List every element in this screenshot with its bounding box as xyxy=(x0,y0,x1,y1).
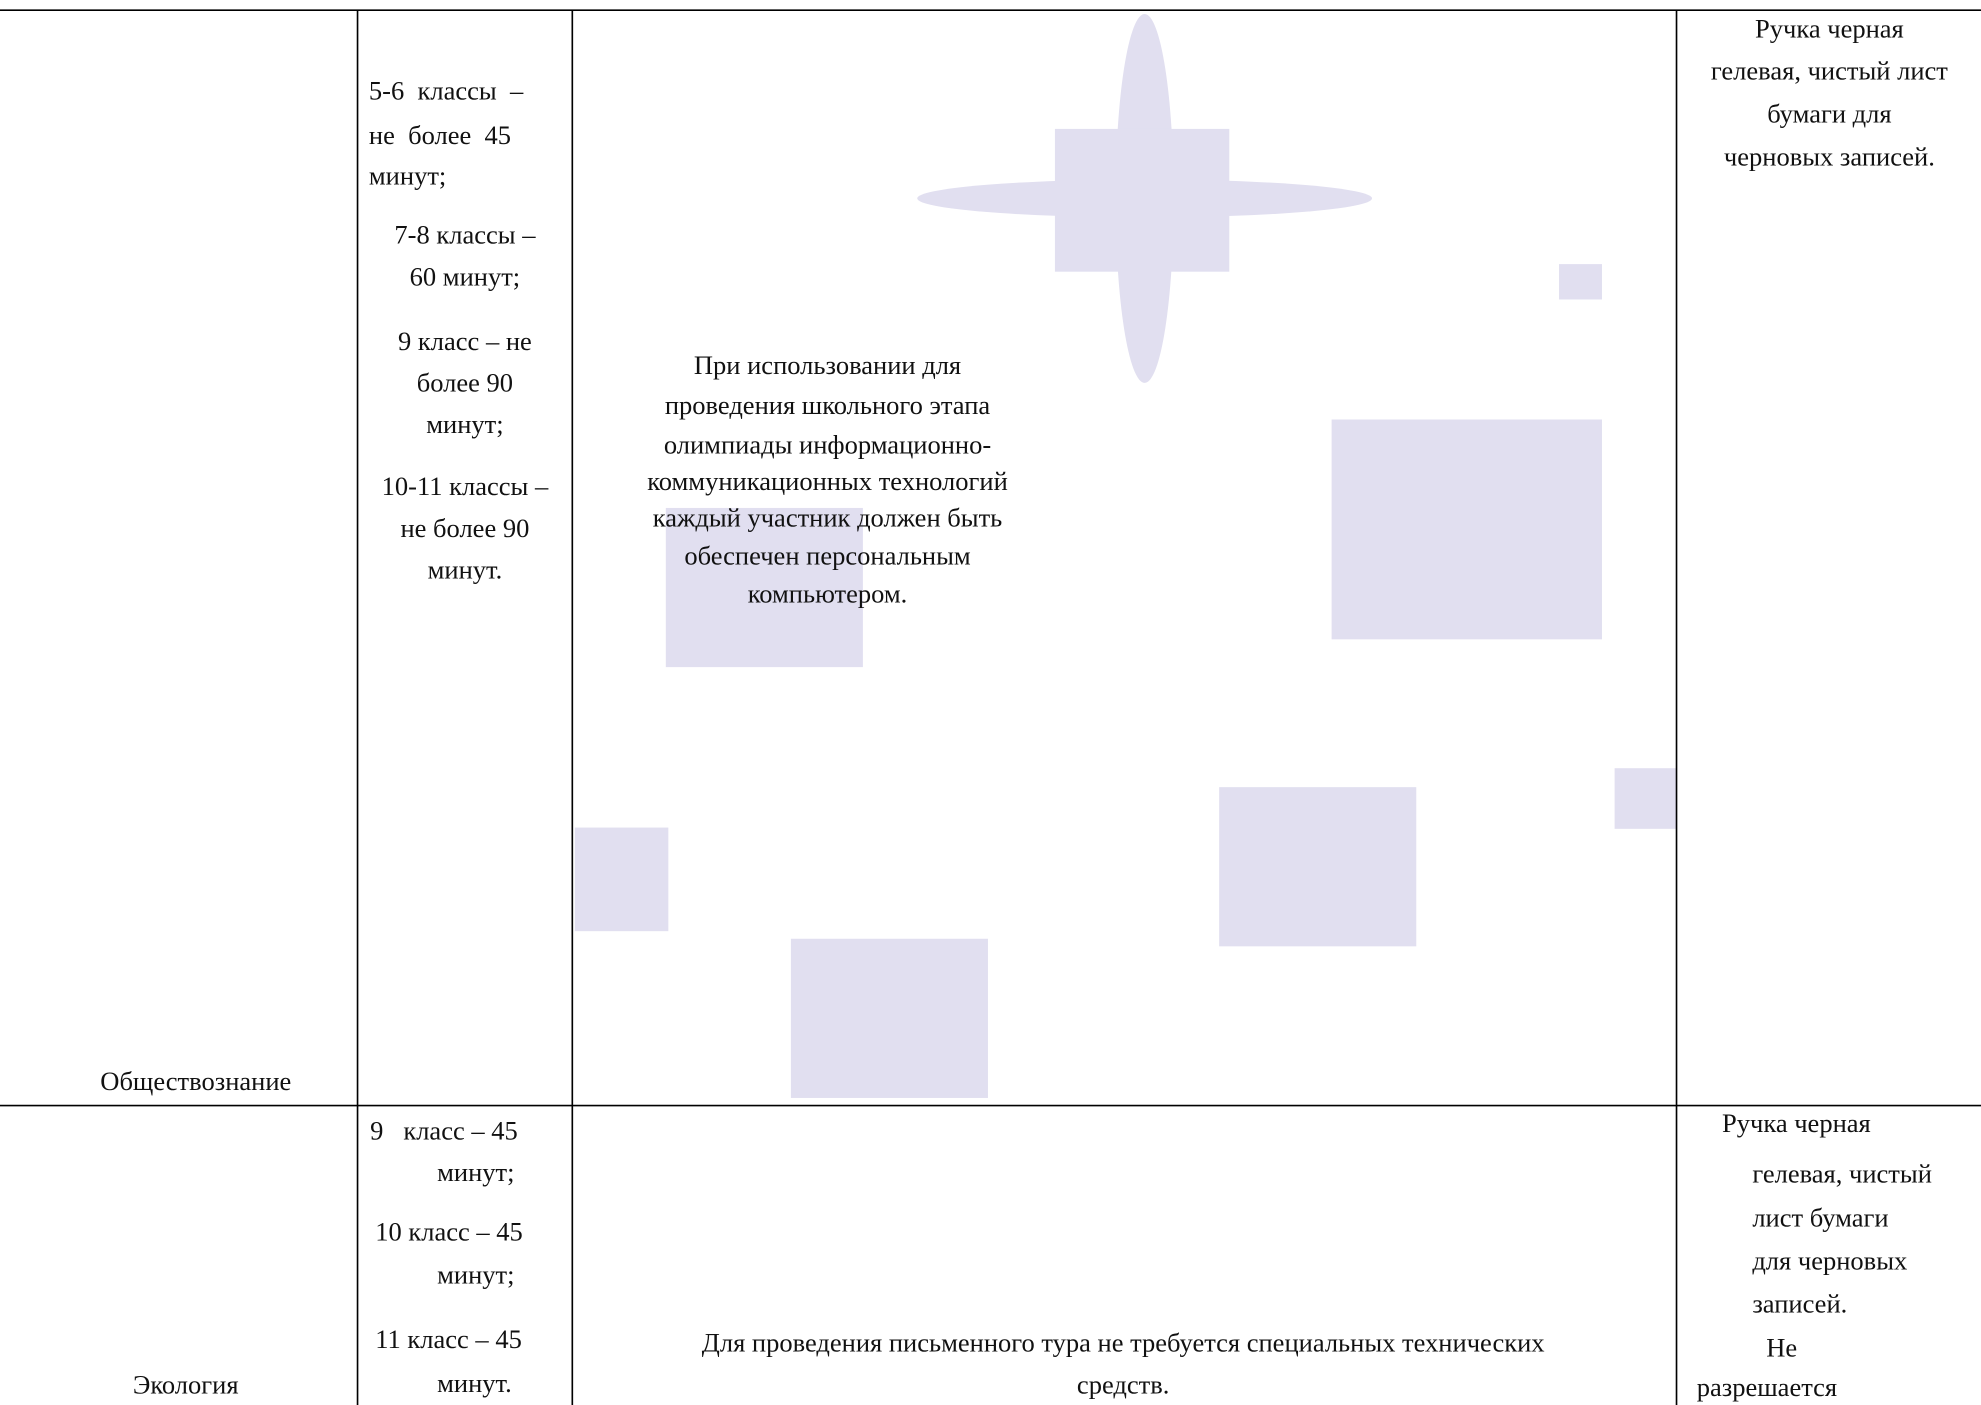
duration-line: минут; xyxy=(369,160,446,190)
materials-line: гелевая, чистый лист xyxy=(1711,55,1948,85)
subject: Экология xyxy=(133,1369,239,1399)
duration-line: 10-11 классы – xyxy=(382,471,549,501)
materials-line: лист бумаги xyxy=(1752,1203,1888,1233)
subject: Обществознание xyxy=(100,1066,291,1096)
duration-line: минут; xyxy=(437,1259,514,1289)
duration-line: минут. xyxy=(437,1368,512,1398)
duration-line: более 90 xyxy=(417,367,513,397)
duration-line: минут; xyxy=(426,409,503,439)
decorations xyxy=(574,13,1677,1098)
duration-line: 9 класс – 45 xyxy=(370,1115,518,1145)
materials-line: бумаги для xyxy=(1767,98,1891,128)
technical-line: коммуникационных технологий xyxy=(647,466,1008,496)
duration-line: 60 минут; xyxy=(410,261,521,291)
materials-line: Ручка черная xyxy=(1755,14,1904,44)
duration-line: 5-6 классы – xyxy=(369,76,524,106)
technical-line: каждый участник должен быть xyxy=(653,503,1002,533)
duration-line: 10 класс – 45 xyxy=(375,1216,523,1246)
technical-line: При использовании для xyxy=(694,350,961,380)
duration-line: минут; xyxy=(437,1157,514,1187)
materials-line: Ручка черная xyxy=(1722,1108,1871,1138)
materials-line: разрешается xyxy=(1697,1372,1837,1402)
duration-line: не более 90 xyxy=(400,513,529,543)
technical-line: компьютером. xyxy=(748,578,908,608)
duration-line: 7-8 классы – xyxy=(394,220,536,250)
technical-line: Для проведения письменного тура не требу… xyxy=(702,1328,1545,1358)
table-text: Обществознание 5-6 классы – не более 45 мин… xyxy=(100,14,1948,1402)
materials-line: для черновых xyxy=(1752,1246,1907,1276)
table-borders xyxy=(0,9,1981,1405)
materials-line: черновых записей. xyxy=(1724,141,1935,171)
duration-line: 11 класс – 45 xyxy=(375,1324,522,1354)
technical-line: обеспечен персональным xyxy=(684,541,971,571)
technical-line: средств. xyxy=(1077,1369,1169,1399)
duration-line: 9 класс – не xyxy=(398,326,532,356)
technical-line: проведения школьного этапа xyxy=(665,390,991,420)
technical-line: олимпиады информационно- xyxy=(664,429,991,459)
materials-line: записей. xyxy=(1752,1288,1847,1318)
materials-line: Не xyxy=(1766,1333,1797,1363)
materials-line: гелевая, чистый xyxy=(1752,1158,1932,1188)
duration-line: не более 45 xyxy=(369,120,511,150)
duration-line: минут. xyxy=(428,554,503,584)
